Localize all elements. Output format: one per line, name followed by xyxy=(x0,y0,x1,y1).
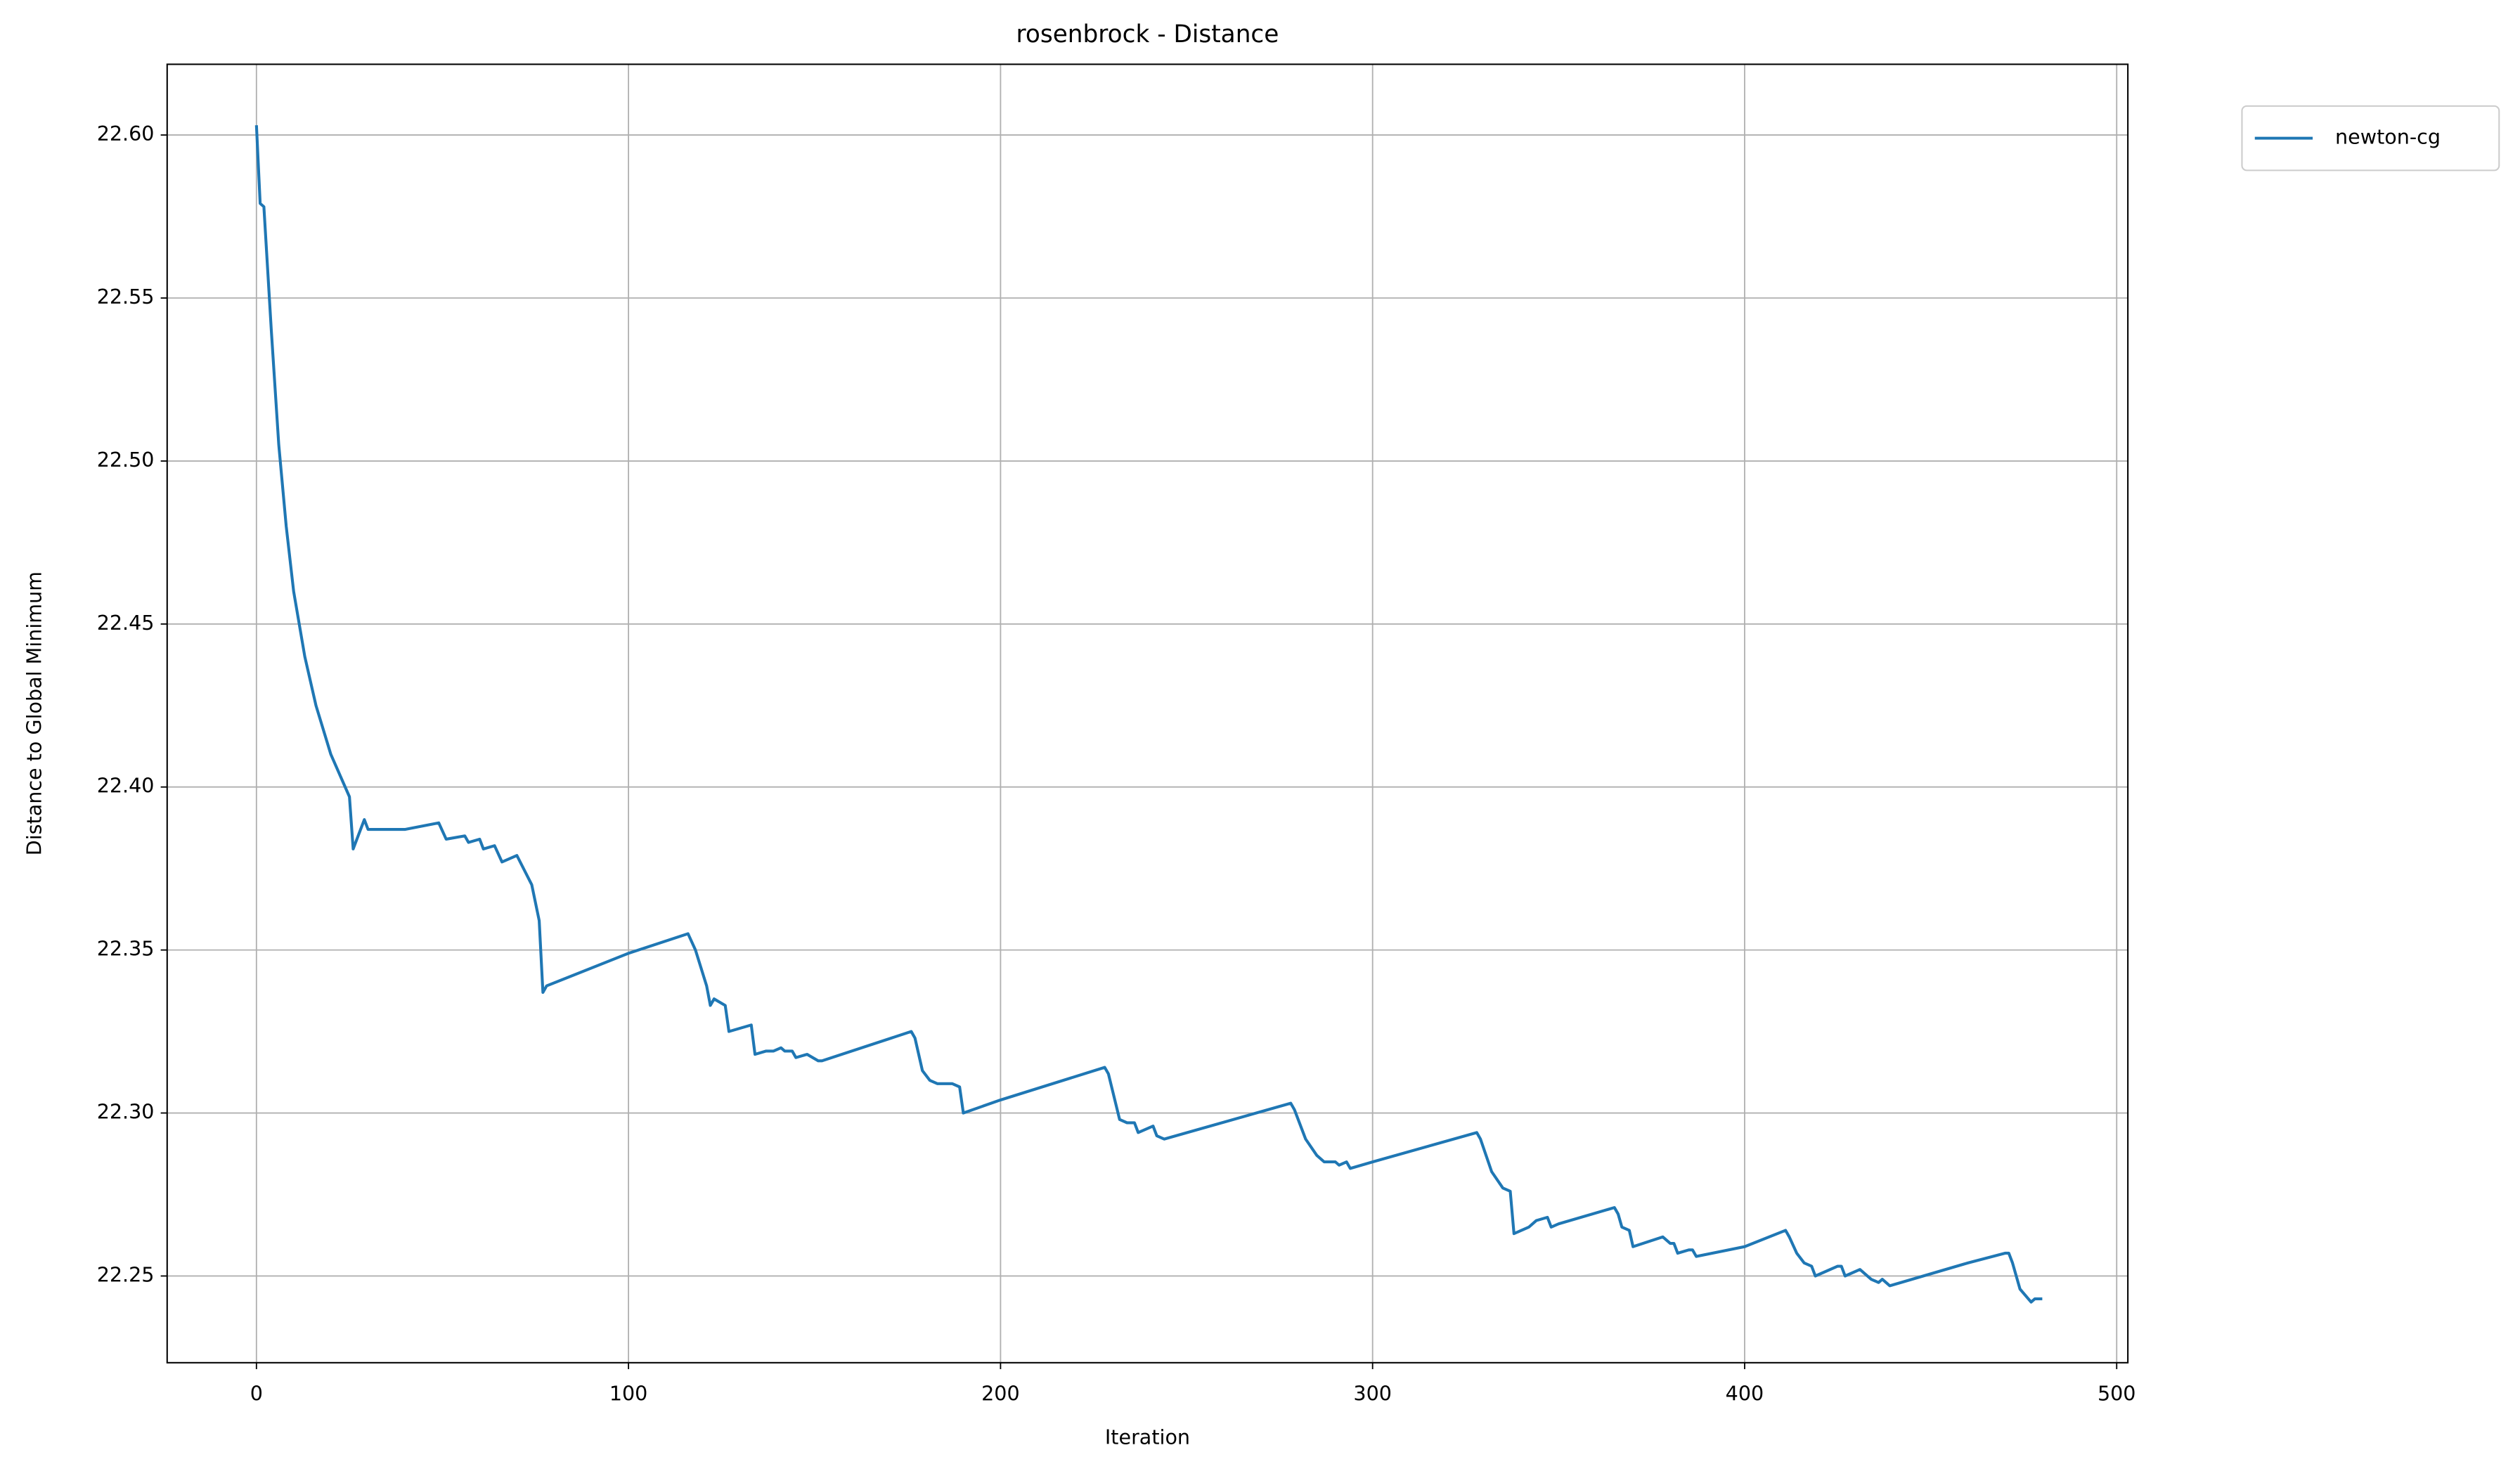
plot-frame xyxy=(166,63,2129,1364)
x-tick-label: 400 xyxy=(1726,1382,1764,1406)
x-tick-label: 100 xyxy=(609,1382,648,1406)
x-axis-label: Iteration xyxy=(1105,1425,1190,1449)
legend-box xyxy=(2241,105,2500,171)
y-axis-label: Distance to Global Minimum xyxy=(22,571,46,855)
x-tick-label: 0 xyxy=(250,1382,263,1406)
x-tick-label: 500 xyxy=(2098,1382,2136,1406)
y-tick-label: 22.30 xyxy=(97,1100,155,1124)
data-line xyxy=(254,125,2043,1304)
y-tick-label: 22.35 xyxy=(97,937,155,961)
legend-label: newton-cg xyxy=(2335,125,2441,149)
x-tick-label: 300 xyxy=(1353,1382,1392,1406)
y-tick-label: 22.60 xyxy=(97,122,155,145)
y-tick-label: 22.45 xyxy=(97,611,155,635)
x-tick-label: 200 xyxy=(981,1382,1020,1406)
y-tick-label: 22.25 xyxy=(97,1262,155,1286)
chart-title: rosenbrock - Distance xyxy=(1016,20,1279,48)
y-tick-label: 22.55 xyxy=(97,285,155,309)
y-tick-label: 22.50 xyxy=(97,448,155,472)
y-tick-label: 22.40 xyxy=(97,774,155,798)
